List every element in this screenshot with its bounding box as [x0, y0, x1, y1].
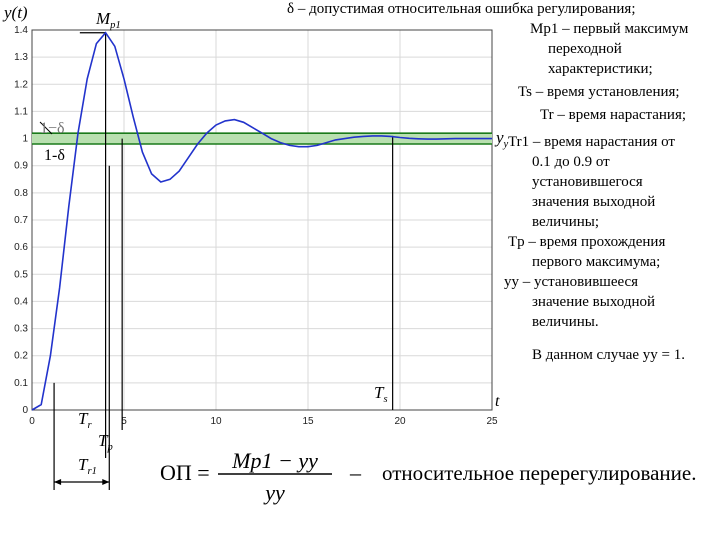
x-tick-label: 5: [121, 416, 127, 427]
legend-tr1-e: величины;: [532, 214, 600, 230]
y-tick-label: 0.6: [14, 242, 28, 253]
y-tick-label: 0.5: [14, 269, 28, 280]
y-tick-label: 0.9: [14, 161, 28, 172]
tr1-arrowhead-right: [102, 479, 110, 485]
y-axis-label: y(t): [2, 3, 28, 22]
y-tick-label: 0.2: [14, 351, 28, 362]
tr-label: Tr: [78, 409, 92, 431]
legend-tr1-c: установившегося: [532, 174, 643, 190]
tp-label: Tp: [98, 431, 113, 453]
time-markers: [39, 32, 394, 490]
one-minus-delta-upper-label: 1−δ: [40, 120, 65, 137]
mp1-label: Mp1: [95, 9, 121, 31]
legend-tr: Tr – время нарастания;: [540, 107, 687, 123]
tick-labels: 0 0.1 0.2 0.3 0.4 0.5 0.6 0.7 0.8 0.9 1 1.1 1.2 1.3 1.…: [14, 25, 498, 427]
legend-yy-c: величины.: [532, 314, 599, 330]
y-tick-label: 0.4: [14, 296, 28, 307]
legend-yy-b: значение выходной: [532, 294, 656, 310]
y-tick-label: 1.4: [14, 25, 28, 36]
yy-label: yy: [494, 128, 509, 150]
x-axis-label: t: [495, 393, 500, 410]
tr1-label: Tr1: [78, 455, 97, 477]
legend-yy-a: yy – установившееся: [504, 274, 639, 290]
one-minus-delta-lower-label: 1-δ: [44, 147, 65, 164]
one-minus-delta-pointer: [39, 121, 53, 135]
plot-frame: [31, 29, 493, 411]
legend-ts: Ts – время установления;: [518, 84, 680, 100]
formula-description: относительное перерегулирование.: [382, 461, 696, 485]
axes: [31, 29, 493, 411]
grid: [31, 29, 493, 411]
legend-mp1-c: характеристики;: [548, 61, 653, 77]
y-tick-label: 0: [22, 405, 28, 416]
formula-denominator: yy: [263, 480, 285, 505]
legend-tr1-d: значения выходной: [532, 194, 656, 210]
series-line: [31, 31, 492, 411]
y-tick-label: 1.3: [14, 52, 28, 63]
x-tick-label: 15: [302, 416, 314, 427]
y-tick-label: 1: [22, 134, 28, 145]
legend-tp-b: первого максимума;: [532, 254, 661, 270]
y-tick-label: 0.1: [14, 378, 28, 389]
tr1-arrowhead-left: [54, 479, 62, 485]
formula-numerator: Mp1 − yy: [231, 448, 318, 473]
formula-lhs: ОП =: [160, 460, 210, 485]
legend-case: В данном случае yy = 1.: [532, 347, 686, 363]
band-fill: [32, 133, 492, 144]
y-tick-label: 1.1: [14, 106, 28, 117]
legend: δ – допустимая относительная ошибка регу…: [287, 0, 718, 366]
x-tick-label: 20: [394, 416, 406, 427]
legend-delta: δ – допустимая относительная ошибка регу…: [287, 1, 636, 17]
x-tick-label: 0: [29, 416, 35, 427]
ts-label: Ts: [374, 383, 388, 405]
legend-tp-a: Tp – время прохождения: [508, 234, 666, 250]
legend-tr1-b: 0.1 до 0.9 от: [532, 154, 610, 170]
legend-mp1-a: Mp1 – первый максимум: [530, 21, 689, 37]
x-tick-label: 10: [210, 416, 222, 427]
legend-tr1-a: Tr1 – время нарастания от: [508, 134, 675, 150]
y-tick-label: 0.3: [14, 324, 28, 335]
y-tick-label: 0.8: [14, 188, 28, 199]
x-tick-label: 25: [486, 416, 498, 427]
y-tick-label: 0.7: [14, 215, 28, 226]
overshoot-formula: ОП = Mp1 − yy yy – относительное перерег…: [160, 448, 696, 505]
legend-mp1-b: переходной: [548, 41, 622, 57]
y-tick-label: 1.2: [14, 79, 28, 90]
formula-dash: –: [349, 460, 362, 485]
